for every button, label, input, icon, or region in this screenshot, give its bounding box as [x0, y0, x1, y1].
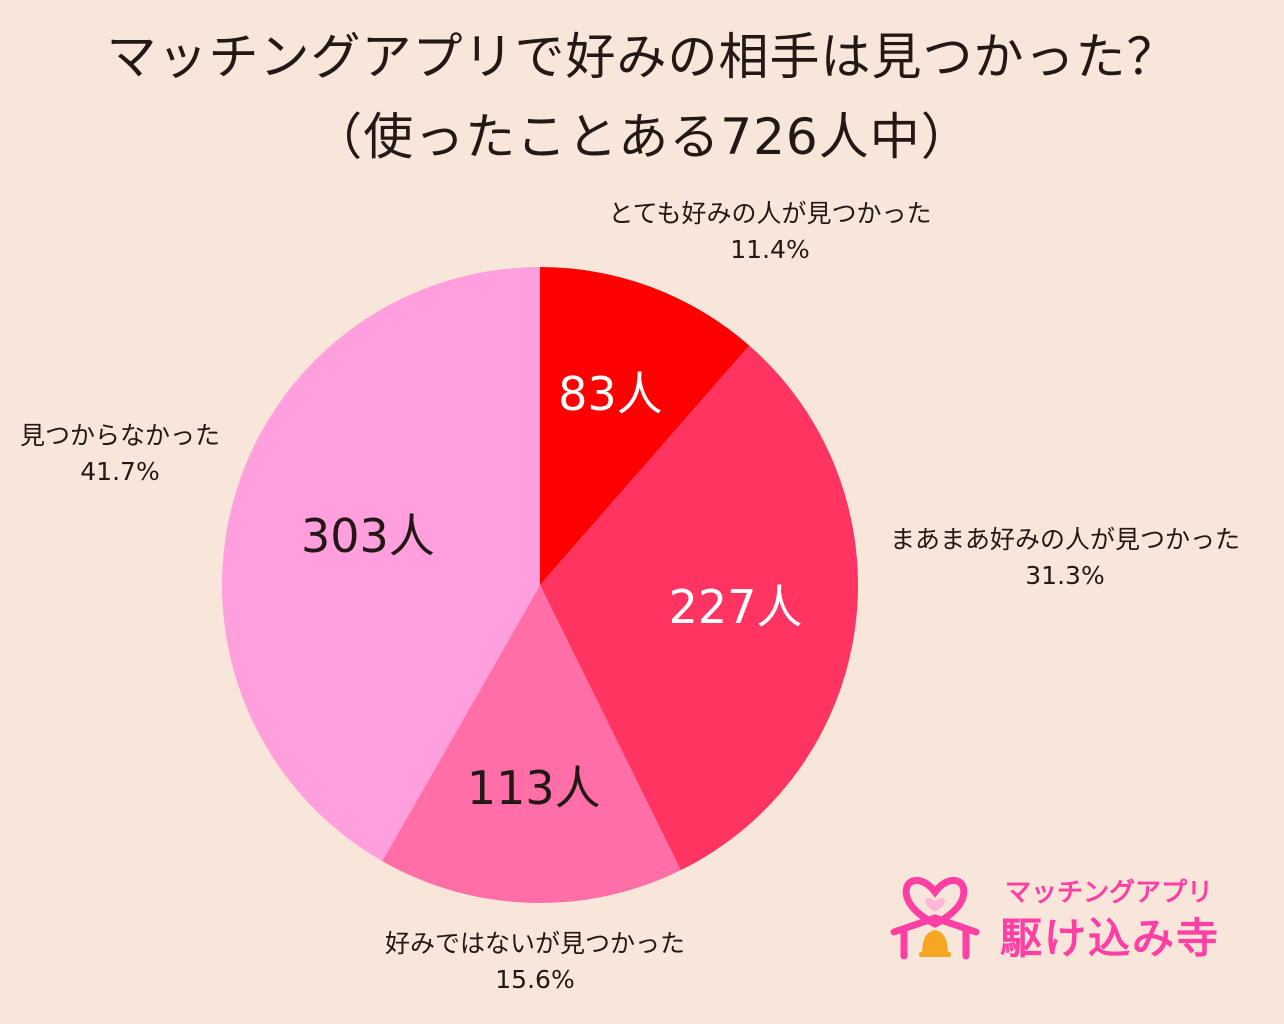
- pie-count-label-not-found: 303人: [301, 509, 435, 563]
- outer-label-not-preferred-name: 好みではないが見つかった: [384, 929, 685, 958]
- outer-label-not-found-name: 見つからなかった: [19, 421, 220, 450]
- pie-count-label-fairly-satisfied: 227人: [669, 580, 803, 634]
- pie-slice-not-found: [222, 267, 541, 862]
- outer-label-fairly-satisfied-name: まあまあ好みの人が見つかった: [889, 525, 1240, 554]
- pie-count-label-very-satisfied: 83人: [558, 367, 663, 421]
- outer-label-not-found-percent: 41.7%: [80, 457, 160, 486]
- outer-label-fairly-satisfied: まあまあ好みの人が見つかった 31.3%: [860, 522, 1270, 594]
- outer-label-not-found: 見つからなかった 41.7%: [0, 418, 240, 490]
- outer-label-very-satisfied: とても好みの人が見つかった 11.4%: [560, 196, 980, 268]
- pie-count-label-not-preferred: 113人: [467, 761, 601, 815]
- logo-subtitle: マッチングアプリ: [1005, 878, 1214, 908]
- outer-label-fairly-satisfied-percent: 31.3%: [1025, 561, 1105, 590]
- pie-slice-not-preferred: [382, 585, 681, 903]
- outer-label-not-preferred-percent: 15.6%: [495, 965, 575, 994]
- logo-mark-icon: [890, 877, 980, 960]
- logo-name: 駆け込み寺: [1000, 914, 1221, 963]
- outer-label-very-satisfied-name: とても好みの人が見つかった: [608, 199, 932, 228]
- outer-label-not-preferred: 好みではないが見つかった 15.6%: [340, 926, 730, 998]
- title-line-1: マッチングアプリで好みの相手は見つかった？: [106, 28, 1178, 86]
- pie-slice-very-satisfied: [540, 267, 750, 585]
- title-line-2: （使ったことある726人中）: [312, 108, 972, 166]
- outer-label-very-satisfied-percent: 11.4%: [730, 235, 810, 264]
- pie-slice-fairly-satisfied: [540, 345, 858, 871]
